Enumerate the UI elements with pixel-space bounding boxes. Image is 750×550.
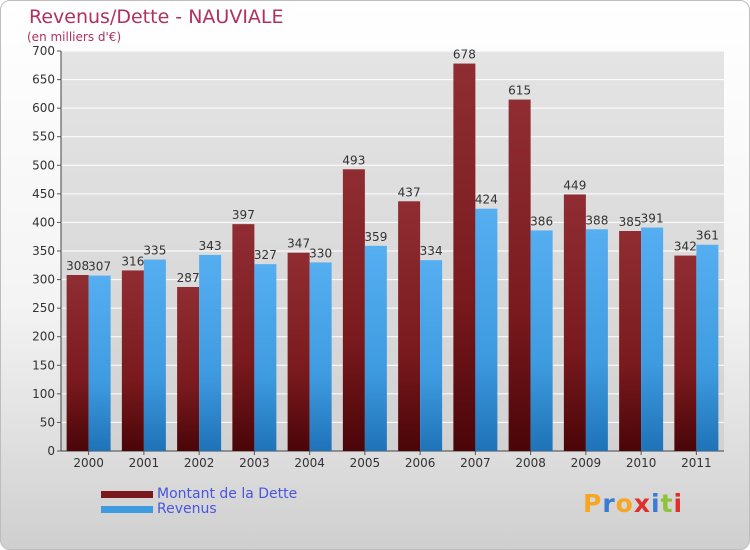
data-label-revenue-2001: 335	[143, 244, 166, 258]
logo-letter: i	[651, 489, 661, 518]
data-label-debt-2010: 385	[619, 215, 642, 229]
chart-title: Revenus/Dette - NAUVIALE	[29, 6, 284, 28]
x-tick-label: 2009	[571, 456, 602, 470]
x-tick-label: 2010	[626, 456, 657, 470]
bar-debt-2007	[453, 63, 476, 451]
x-tick-label: 2005	[350, 456, 381, 470]
bar-revenue-2008	[530, 230, 553, 451]
bar-revenue-2004	[309, 262, 332, 451]
legend-item-debt: Montant de la Dette	[101, 487, 297, 502]
bar-revenue-2001	[143, 259, 166, 451]
bar-revenue-2011	[696, 244, 719, 451]
x-tick-label: 2007	[460, 456, 491, 470]
y-tick-label: 300	[32, 273, 55, 287]
bar-debt-2011	[674, 255, 697, 451]
x-tick-label: 2001	[129, 456, 160, 470]
bar-revenue-2009	[585, 229, 608, 451]
bar-debt-2001	[121, 270, 144, 451]
legend: Montant de la Dette Revenus	[101, 487, 297, 517]
bar-revenue-2000	[88, 275, 111, 451]
data-label-revenue-2002: 343	[199, 239, 222, 253]
x-tick-label: 2002	[184, 456, 215, 470]
legend-item-revenue: Revenus	[101, 502, 297, 517]
data-label-revenue-2011: 361	[696, 229, 719, 243]
logo-letter: t	[660, 489, 674, 518]
data-label-revenue-2009: 388	[585, 213, 608, 227]
legend-label-revenue: Revenus	[157, 501, 217, 517]
data-label-revenue-2010: 391	[641, 212, 664, 226]
bar-revenue-2005	[364, 245, 387, 451]
data-label-debt-2000: 308	[66, 259, 89, 273]
data-label-debt-2007: 678	[453, 48, 476, 62]
logo-letter: o	[615, 489, 634, 518]
bar-debt-2008	[508, 99, 531, 452]
legend-swatch-revenue	[101, 506, 153, 513]
bar-debt-2006	[398, 201, 421, 451]
y-tick-label: 200	[32, 330, 55, 344]
bar-revenue-2006	[420, 260, 443, 451]
bar-debt-2000	[66, 275, 89, 451]
data-label-debt-2002: 287	[177, 271, 200, 285]
y-tick-label: 100	[32, 387, 55, 401]
y-tick-label: 150	[32, 358, 55, 372]
legend-swatch-debt	[101, 491, 153, 498]
bar-debt-2010	[619, 231, 642, 451]
bar-revenue-2007	[475, 208, 498, 451]
x-tick-label: 2008	[515, 456, 546, 470]
bar-revenue-2003	[254, 264, 277, 451]
y-tick-label: 450	[32, 187, 55, 201]
x-tick-label: 2000	[73, 456, 104, 470]
data-label-revenue-2000: 307	[88, 260, 111, 274]
data-label-revenue-2008: 386	[530, 214, 553, 228]
data-label-debt-2001: 316	[121, 254, 144, 268]
logo-letter: r	[602, 489, 616, 518]
data-label-revenue-2005: 359	[364, 230, 387, 244]
bar-debt-2002	[177, 287, 200, 451]
data-label-debt-2005: 493	[342, 153, 365, 167]
proxiti-logo: Proxiti	[583, 489, 683, 518]
data-label-debt-2008: 615	[508, 84, 531, 98]
chart-subtitle: (en milliers d'€)	[27, 30, 122, 44]
data-label-debt-2004: 347	[287, 237, 310, 251]
logo-letter: P	[583, 489, 603, 518]
bar-debt-2004	[287, 252, 310, 451]
bar-debt-2005	[342, 169, 365, 452]
logo-letter: x	[633, 489, 651, 518]
y-tick-label: 50	[40, 415, 55, 429]
data-label-revenue-2003: 327	[254, 248, 277, 262]
bar-debt-2003	[232, 224, 255, 451]
y-tick-label: 350	[32, 244, 55, 258]
y-tick-label: 550	[32, 130, 55, 144]
data-label-debt-2011: 342	[674, 240, 697, 254]
y-tick-label: 650	[32, 73, 55, 87]
legend-label-debt: Montant de la Dette	[157, 486, 298, 502]
y-tick-label: 250	[32, 301, 55, 315]
y-tick-label: 600	[32, 101, 55, 115]
data-label-debt-2003: 397	[232, 208, 255, 222]
y-tick-label: 400	[32, 215, 55, 229]
data-label-debt-2009: 449	[563, 178, 586, 192]
y-tick-label: 700	[32, 44, 55, 58]
y-tick-label: 500	[32, 158, 55, 172]
x-tick-label: 2004	[294, 456, 325, 470]
data-label-revenue-2004: 330	[309, 246, 332, 260]
data-label-debt-2006: 437	[398, 185, 421, 199]
logo-letter: i	[673, 489, 684, 518]
data-label-revenue-2007: 424	[475, 193, 498, 207]
data-label-revenue-2006: 334	[420, 244, 443, 258]
x-tick-label: 2003	[239, 456, 270, 470]
x-tick-label: 2011	[681, 456, 712, 470]
x-tick-label: 2006	[405, 456, 436, 470]
bar-revenue-2010	[641, 227, 664, 451]
bar-debt-2009	[563, 194, 586, 451]
bar-revenue-2002	[199, 255, 222, 451]
y-tick-label: 0	[47, 444, 55, 458]
